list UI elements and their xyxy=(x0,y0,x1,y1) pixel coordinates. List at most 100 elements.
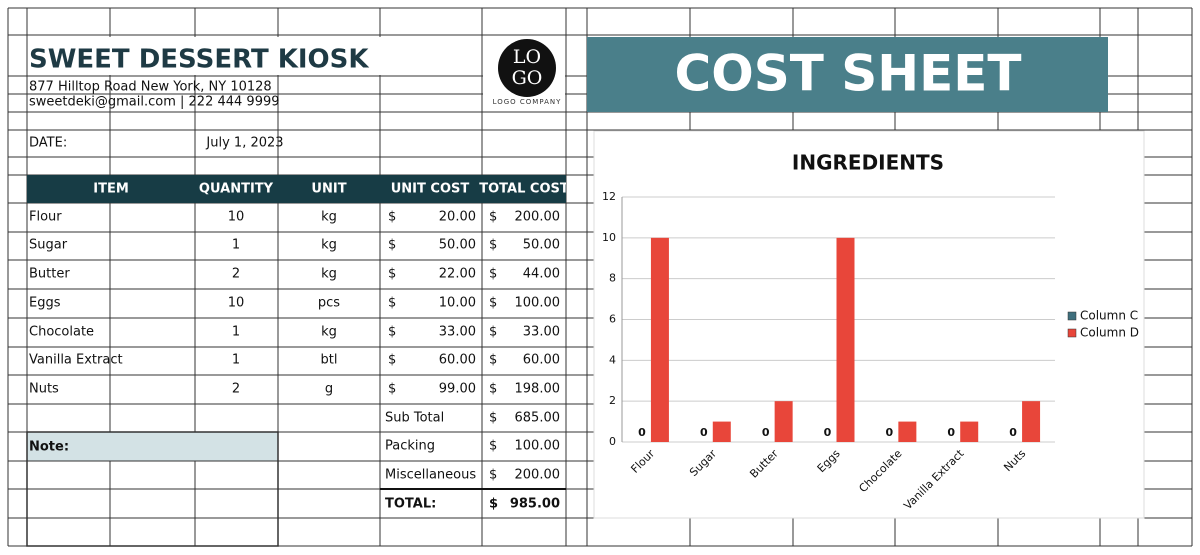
legend-label: Column D xyxy=(1080,326,1139,340)
bar xyxy=(774,401,793,442)
legend-swatch xyxy=(1067,328,1077,338)
table-cell: $ xyxy=(489,353,497,368)
table-cell: pcs xyxy=(318,296,340,311)
summary-cell: $ xyxy=(489,439,497,454)
data-label: 0 xyxy=(886,426,894,439)
y-tick-label: 12 xyxy=(602,190,616,203)
table-cell: Vanilla Extract xyxy=(29,353,123,368)
y-tick-label: 0 xyxy=(609,435,616,448)
contact: sweetdeki@gmail.com | 222 444 9999 xyxy=(29,95,280,110)
table-cell: Flour xyxy=(29,210,62,225)
summary-cell: TOTAL: xyxy=(385,497,436,512)
table-cell: 2 xyxy=(232,267,240,282)
table-cell: 10 xyxy=(228,296,245,311)
table-cell: g xyxy=(325,382,333,397)
column-header: UNIT xyxy=(311,182,346,197)
data-label: 0 xyxy=(1009,426,1017,439)
table-cell: $ xyxy=(388,210,396,225)
data-label: 0 xyxy=(700,426,708,439)
table-cell: kg xyxy=(321,238,337,253)
y-tick-label: 8 xyxy=(609,272,616,285)
table-cell: $ xyxy=(489,296,497,311)
column-header: ITEM xyxy=(93,182,129,197)
table-cell: $ xyxy=(489,382,497,397)
bar xyxy=(712,421,731,442)
legend-label: Column C xyxy=(1080,309,1138,323)
logo-text: GO xyxy=(512,67,543,89)
summary-cell: Packing xyxy=(385,439,435,454)
summary-cell: Sub Total xyxy=(385,411,444,426)
table-cell: 20.00 xyxy=(439,210,476,225)
table-cell: Nuts xyxy=(29,382,59,397)
chart-panel xyxy=(593,130,1145,519)
table-cell: btl xyxy=(321,353,338,368)
data-label: 0 xyxy=(824,426,832,439)
summary-cell: 100.00 xyxy=(515,439,561,454)
address: 877 Hilltop Road New York, NY 10128 xyxy=(29,80,272,95)
banner xyxy=(587,37,1108,112)
chart-title: INGREDIENTS xyxy=(792,151,944,175)
y-tick-label: 2 xyxy=(609,394,616,407)
logo-caption: LOGO COMPANY xyxy=(493,98,562,106)
summary-cell: 685.00 xyxy=(515,411,561,426)
table-cell: 33.00 xyxy=(439,325,476,340)
table-cell: $ xyxy=(388,382,396,397)
logo-text: LO xyxy=(513,46,541,68)
table-cell: $ xyxy=(388,267,396,282)
table-cell: 2 xyxy=(232,382,240,397)
table-cell: 60.00 xyxy=(439,353,476,368)
y-tick-label: 4 xyxy=(609,353,616,366)
summary-cell: $ xyxy=(489,411,497,426)
bar xyxy=(898,421,917,442)
summary-cell: $ xyxy=(489,468,497,483)
table-header xyxy=(27,175,566,203)
bar xyxy=(960,421,979,442)
table-cell: 60.00 xyxy=(523,353,560,368)
table-cell: $ xyxy=(489,238,497,253)
bar xyxy=(1022,401,1041,442)
table-cell: 33.00 xyxy=(523,325,560,340)
table-cell: 1 xyxy=(232,238,240,253)
bar xyxy=(650,237,669,442)
table-cell: 1 xyxy=(232,325,240,340)
table-cell: 100.00 xyxy=(515,296,561,311)
table-cell: kg xyxy=(321,325,337,340)
title-cell xyxy=(28,37,481,75)
table-cell: 50.00 xyxy=(439,238,476,253)
y-tick-label: 10 xyxy=(602,231,616,244)
summary-cell: Miscellaneous xyxy=(385,468,476,483)
summary-cell: 985.00 xyxy=(510,497,560,512)
note-label: Note: xyxy=(29,440,69,455)
column-header: UNIT COST xyxy=(391,182,470,197)
table-cell: 200.00 xyxy=(515,210,561,225)
table-cell: $ xyxy=(489,325,497,340)
table-cell: $ xyxy=(388,325,396,340)
table-cell: $ xyxy=(388,238,396,253)
summary-cell: 200.00 xyxy=(515,468,561,483)
table-cell: 44.00 xyxy=(523,267,560,282)
table-cell: $ xyxy=(489,267,497,282)
company-title: SWEET DESSERT KIOSK xyxy=(29,45,369,75)
banner-title: COST SHEET xyxy=(675,45,1022,103)
date-label: DATE: xyxy=(29,136,67,151)
table-cell: Chocolate xyxy=(29,325,94,340)
y-tick-label: 6 xyxy=(609,313,616,326)
table-cell: kg xyxy=(321,210,337,225)
table-cell: $ xyxy=(489,210,497,225)
bar xyxy=(836,237,855,442)
column-header: QUANTITY xyxy=(199,182,274,197)
table-cell: kg xyxy=(321,267,337,282)
data-label: 0 xyxy=(762,426,770,439)
table-cell: 99.00 xyxy=(439,382,476,397)
table-cell: 10 xyxy=(228,210,245,225)
table-cell: 198.00 xyxy=(515,382,561,397)
summary-cell: $ xyxy=(489,497,498,512)
table-cell: Butter xyxy=(29,267,70,282)
table-cell: 50.00 xyxy=(523,238,560,253)
note-header xyxy=(26,431,279,462)
note-box xyxy=(26,431,279,547)
data-label: 0 xyxy=(947,426,955,439)
table-cell: 10.00 xyxy=(439,296,476,311)
column-header: TOTAL COST xyxy=(479,182,569,197)
